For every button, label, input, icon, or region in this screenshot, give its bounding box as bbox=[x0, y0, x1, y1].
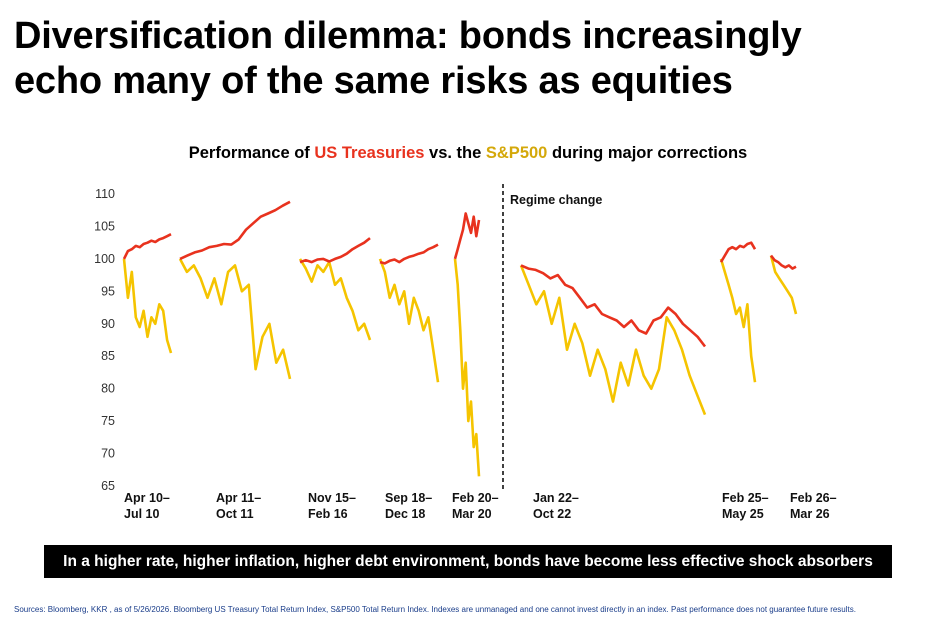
performance-chart: 110 105 100 95 90 85 80 75 70 65 Regime change Apr … bbox=[94, 184, 837, 521]
period-label-start: Jan 22– bbox=[533, 491, 579, 505]
period-label-end: Oct 22 bbox=[533, 507, 571, 521]
sp500-line bbox=[178, 258, 292, 380]
y-tick-label: 110 bbox=[95, 187, 115, 201]
sources-footnote: Sources: Bloomberg, KKR , as of 5/26/202… bbox=[14, 605, 856, 614]
takeaway-banner: In a higher rate, higher inflation, high… bbox=[44, 545, 892, 578]
period-label-end: Jul 10 bbox=[124, 507, 159, 521]
period-label-start: Nov 15– bbox=[308, 491, 356, 505]
y-tick-label: 70 bbox=[101, 447, 115, 461]
period-label-end: Oct 11 bbox=[216, 507, 254, 521]
period-label-start: Feb 25– bbox=[722, 491, 769, 505]
chart-subtitle: Performance of US Treasuries vs. the S&P… bbox=[0, 144, 936, 163]
subtitle-suffix: during major corrections bbox=[547, 144, 748, 162]
regime-change-label: Regime change bbox=[510, 193, 602, 207]
sp500-line bbox=[719, 258, 757, 383]
treasuries-line bbox=[719, 241, 757, 263]
period-label-end: Feb 16 bbox=[308, 507, 348, 521]
y-tick-label: 105 bbox=[94, 219, 115, 233]
treasuries-line bbox=[769, 254, 797, 270]
y-tick-label: 65 bbox=[101, 479, 115, 493]
treasuries-line bbox=[520, 264, 707, 348]
period-label-start: Sep 18– bbox=[385, 491, 432, 505]
sp500-line bbox=[378, 258, 440, 383]
y-tick-label: 85 bbox=[101, 349, 115, 363]
treasuries-line bbox=[379, 243, 439, 265]
y-tick-label: 95 bbox=[101, 284, 115, 298]
period-label-end: Dec 18 bbox=[385, 507, 425, 521]
treasuries-line bbox=[453, 212, 481, 260]
sp500-line bbox=[298, 258, 372, 341]
subtitle-sp500: S&P500 bbox=[485, 144, 548, 162]
period-label-start: Feb 20– bbox=[452, 491, 499, 505]
treasuries-line bbox=[179, 200, 291, 261]
y-tick-label: 75 bbox=[101, 414, 115, 428]
headline-line-1: Diversification dilemma: bonds increasin… bbox=[14, 15, 802, 57]
treasuries-line bbox=[299, 237, 371, 264]
period-label-start: Apr 11– bbox=[216, 491, 261, 505]
headline-line-2: echo many of the same risks as equities bbox=[14, 60, 733, 102]
headline: Diversification dilemma: bonds increasin… bbox=[14, 14, 929, 104]
period-label-start: Apr 10– bbox=[124, 491, 170, 505]
sp500-line bbox=[769, 255, 798, 315]
period-label-end: May 25 bbox=[722, 507, 764, 521]
y-tick-label: 100 bbox=[94, 252, 115, 266]
subtitle-middle: vs. the bbox=[424, 144, 486, 162]
sp500-line bbox=[519, 264, 707, 416]
period-label-end: Mar 26 bbox=[790, 507, 830, 521]
sp500-line bbox=[122, 258, 173, 354]
y-tick-label: 80 bbox=[101, 382, 115, 396]
subtitle-treasuries: US Treasuries bbox=[314, 144, 425, 162]
period-label-end: Mar 20 bbox=[452, 507, 492, 521]
treasuries-line bbox=[122, 233, 172, 260]
y-tick-label: 90 bbox=[101, 317, 115, 331]
period-label-start: Feb 26– bbox=[790, 491, 837, 505]
sp500-line bbox=[453, 258, 481, 477]
subtitle-prefix: Performance of bbox=[188, 144, 315, 162]
